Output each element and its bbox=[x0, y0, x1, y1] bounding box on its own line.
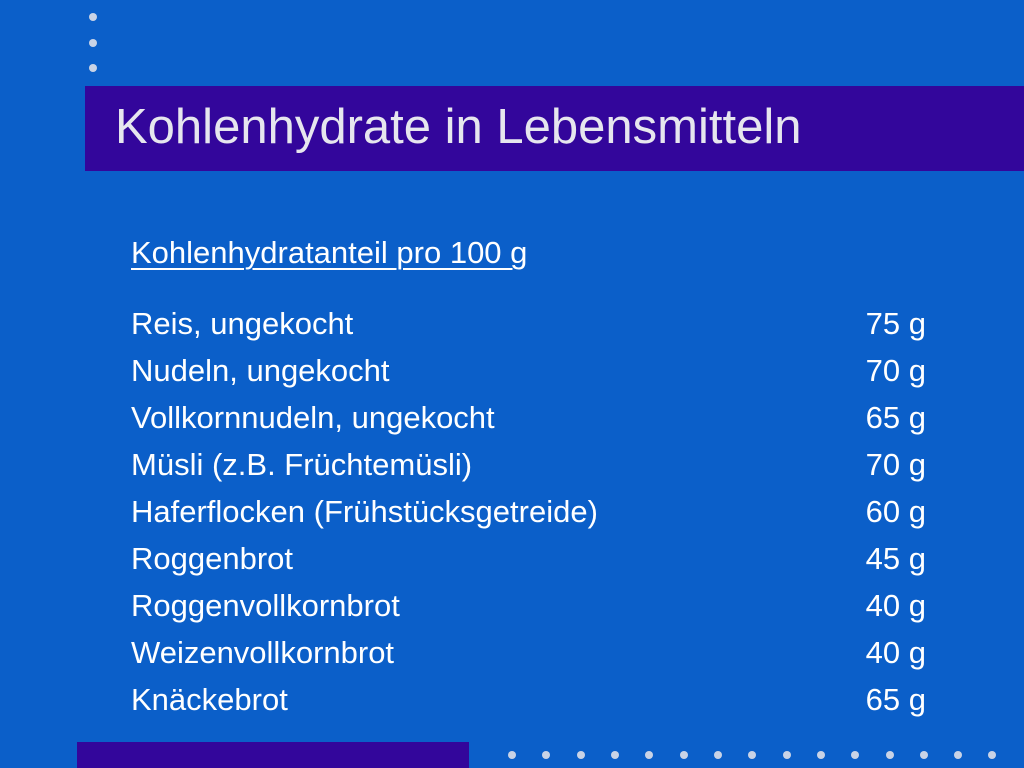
list-item: Weizenvollkornbrot 40 g bbox=[131, 629, 926, 676]
table-heading: Kohlenhydratanteil pro 100 g bbox=[131, 235, 528, 270]
food-name: Roggenvollkornbrot bbox=[131, 588, 400, 623]
bottom-accent-bar bbox=[77, 742, 469, 768]
decorative-dot bbox=[783, 751, 791, 759]
list-item: Roggenbrot 45 g bbox=[131, 535, 926, 582]
carb-value: 70 g bbox=[865, 353, 926, 388]
decorative-dot bbox=[988, 751, 996, 759]
food-name: Nudeln, ungekocht bbox=[131, 353, 390, 388]
list-item: Vollkornnudeln, ungekocht 65 g bbox=[131, 394, 926, 441]
decorative-dot bbox=[508, 751, 516, 759]
list-item: Nudeln, ungekocht 70 g bbox=[131, 347, 926, 394]
list-item: Roggenvollkornbrot 40 g bbox=[131, 582, 926, 629]
decorative-dot bbox=[645, 751, 653, 759]
carb-value: 65 g bbox=[865, 400, 926, 435]
decorative-dot bbox=[680, 751, 688, 759]
decorative-dot bbox=[577, 751, 585, 759]
decorative-dot bbox=[714, 751, 722, 759]
carb-value: 70 g bbox=[865, 447, 926, 482]
decorative-dot bbox=[542, 751, 550, 759]
decorative-dot bbox=[748, 751, 756, 759]
slide-title: Kohlenhydrate in Lebensmitteln bbox=[115, 100, 802, 154]
carb-list: Reis, ungekocht 75 g Nudeln, ungekocht 7… bbox=[131, 300, 926, 723]
carb-value: 45 g bbox=[865, 541, 926, 576]
list-item: Knäckebrot 65 g bbox=[131, 676, 926, 723]
decorative-dot bbox=[89, 39, 97, 47]
decorative-dot bbox=[611, 751, 619, 759]
carb-value: 60 g bbox=[865, 494, 926, 529]
decorative-dot bbox=[920, 751, 928, 759]
carb-value: 40 g bbox=[865, 635, 926, 670]
food-name: Knäckebrot bbox=[131, 682, 288, 717]
carb-value: 65 g bbox=[865, 682, 926, 717]
decorative-dot bbox=[954, 751, 962, 759]
carb-value: 40 g bbox=[865, 588, 926, 623]
food-name: Müsli (z.B. Früchtemüsli) bbox=[131, 447, 473, 482]
list-item: Müsli (z.B. Früchtemüsli) 70 g bbox=[131, 441, 926, 488]
food-name: Weizenvollkornbrot bbox=[131, 635, 395, 670]
food-name: Reis, ungekocht bbox=[131, 306, 354, 341]
food-name: Haferflocken (Frühstücksgetreide) bbox=[131, 494, 598, 529]
food-name: Vollkornnudeln, ungekocht bbox=[131, 400, 495, 435]
decorative-dot bbox=[886, 751, 894, 759]
decorative-dot bbox=[851, 751, 859, 759]
carb-value: 75 g bbox=[865, 306, 926, 341]
list-item: Haferflocken (Frühstücksgetreide) 60 g bbox=[131, 488, 926, 535]
food-name: Roggenbrot bbox=[131, 541, 294, 576]
decorative-dot bbox=[89, 64, 97, 72]
title-bar bbox=[85, 86, 1024, 171]
list-item: Reis, ungekocht 75 g bbox=[131, 300, 926, 347]
decorative-dot bbox=[817, 751, 825, 759]
decorative-dot bbox=[89, 13, 97, 21]
